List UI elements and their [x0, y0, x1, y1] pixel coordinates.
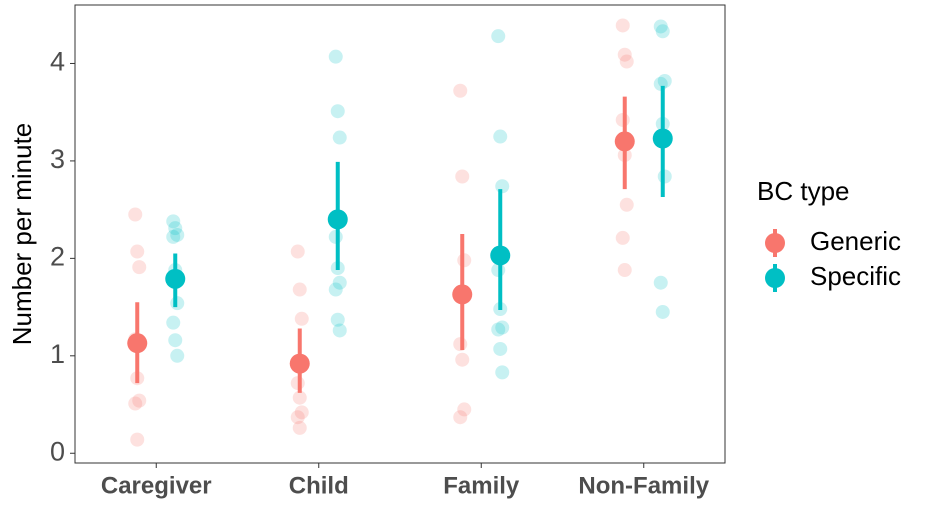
raw-point — [615, 18, 630, 33]
raw-point — [495, 365, 510, 380]
raw-point — [457, 402, 472, 417]
x-tick-label: Child — [289, 472, 349, 499]
raw-point — [132, 393, 147, 408]
raw-point — [495, 320, 510, 335]
raw-point — [130, 244, 145, 259]
raw-point — [493, 129, 508, 144]
raw-point — [290, 244, 305, 259]
raw-point — [493, 341, 508, 356]
raw-point — [328, 49, 343, 64]
legend-key — [765, 268, 785, 288]
raw-point — [615, 230, 630, 245]
mean-point — [327, 209, 348, 230]
raw-point — [491, 322, 506, 337]
raw-point — [491, 29, 506, 44]
raw-point — [166, 315, 181, 330]
raw-point — [128, 207, 143, 222]
raw-point — [292, 390, 307, 405]
x-tick-label: Caregiver — [101, 472, 212, 499]
mean-point — [165, 268, 186, 289]
raw-point — [453, 410, 468, 425]
legend-label: Specific — [810, 261, 901, 291]
raw-point — [655, 304, 670, 319]
raw-point — [617, 47, 632, 62]
raw-point — [166, 229, 181, 244]
raw-point — [130, 432, 145, 447]
y-tick-label: 0 — [50, 436, 65, 466]
raw-point — [332, 275, 347, 290]
y-tick-label: 4 — [50, 47, 65, 77]
raw-point — [128, 396, 143, 411]
raw-point — [619, 197, 634, 212]
mean-point — [652, 128, 673, 149]
legend-label: Generic — [810, 226, 901, 256]
raw-point — [619, 54, 634, 69]
mean-point — [614, 131, 635, 152]
raw-point — [455, 352, 470, 367]
raw-point — [292, 420, 307, 435]
raw-point — [170, 227, 185, 242]
raw-point — [132, 260, 147, 275]
legend-key — [765, 233, 785, 253]
y-tick-label: 3 — [50, 144, 65, 174]
x-tick-label: Non-Family — [578, 472, 709, 499]
raw-point — [653, 275, 668, 290]
y-tick-label: 1 — [50, 339, 65, 369]
raw-point — [170, 348, 185, 363]
raw-point — [617, 263, 632, 278]
raw-point — [655, 24, 670, 39]
raw-point — [290, 410, 305, 425]
plot-border — [74, 4, 726, 464]
raw-point — [653, 19, 668, 34]
y-tick-label: 2 — [50, 241, 65, 271]
raw-point — [168, 221, 183, 236]
raw-point — [166, 214, 181, 229]
raw-point — [332, 130, 347, 145]
raw-point — [657, 74, 672, 89]
raw-point — [168, 333, 183, 348]
mean-point — [452, 284, 473, 305]
raw-point — [332, 323, 347, 338]
legend-title: BC type — [757, 176, 850, 206]
raw-point — [330, 312, 345, 327]
mean-point — [127, 333, 148, 354]
raw-point — [294, 405, 309, 420]
raw-point — [294, 311, 309, 326]
raw-point — [453, 83, 468, 98]
x-tick-label: Family — [443, 472, 520, 499]
y-axis-label: Number per minute — [7, 123, 37, 346]
raw-point — [292, 282, 307, 297]
raw-point — [328, 282, 343, 297]
mean-point — [289, 353, 310, 374]
mean-point — [490, 245, 511, 266]
raw-point — [455, 169, 470, 184]
raw-point — [330, 104, 345, 119]
